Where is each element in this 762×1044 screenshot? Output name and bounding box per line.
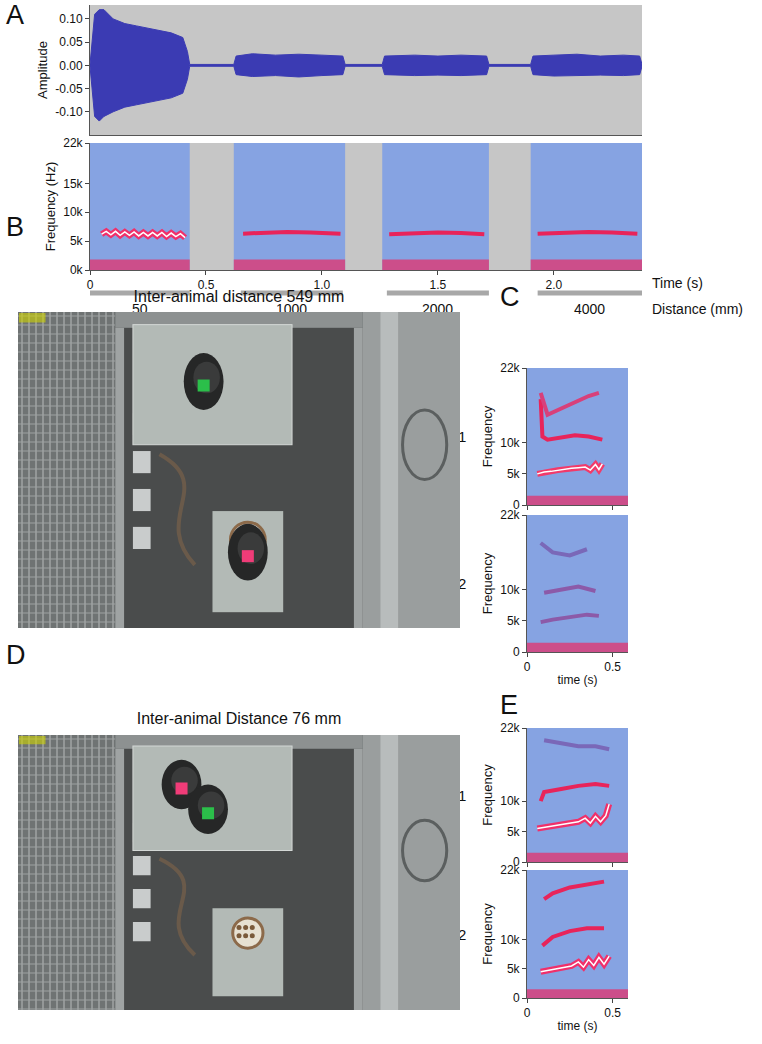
svg-text:5k: 5k	[507, 614, 521, 628]
svg-text:5k: 5k	[507, 962, 521, 976]
svg-text:0: 0	[513, 855, 520, 869]
svg-text:Frequency: Frequency	[480, 903, 495, 965]
svg-text:5k: 5k	[507, 825, 521, 839]
svg-text:15k: 15k	[63, 177, 83, 191]
svg-text:0: 0	[513, 645, 520, 659]
svg-text:-0.10: -0.10	[55, 105, 83, 119]
svg-text:-0.05: -0.05	[55, 82, 83, 96]
svg-text:22k: 22k	[500, 863, 520, 877]
svg-text:0.10: 0.10	[59, 12, 83, 26]
svg-text:22k: 22k	[500, 508, 520, 522]
svg-text:time (s): time (s)	[558, 673, 598, 687]
svg-text:Frequency: Frequency	[480, 552, 495, 614]
svg-text:Frequency: Frequency	[480, 405, 495, 467]
svg-text:10k: 10k	[500, 436, 520, 450]
svg-text:0: 0	[513, 498, 520, 512]
svg-text:Time (s): Time (s)	[652, 275, 703, 291]
svg-text:10k: 10k	[500, 583, 520, 597]
svg-text:4000: 4000	[574, 301, 605, 317]
svg-text:10k: 10k	[63, 205, 83, 219]
svg-text:time (s): time (s)	[558, 1019, 598, 1033]
svg-text:0k: 0k	[70, 263, 84, 277]
svg-text:5k: 5k	[70, 234, 84, 248]
svg-text:1.5: 1.5	[430, 278, 447, 292]
svg-text:0.00: 0.00	[59, 59, 83, 73]
svg-text:0: 0	[524, 660, 531, 674]
svg-text:22k: 22k	[500, 361, 520, 375]
svg-text:Frequency: Frequency	[480, 764, 495, 826]
svg-text:0: 0	[524, 1006, 531, 1020]
svg-text:Amplitude: Amplitude	[35, 41, 50, 99]
svg-text:2.0: 2.0	[546, 278, 563, 292]
svg-text:0.5: 0.5	[604, 1006, 621, 1020]
svg-text:10k: 10k	[500, 933, 520, 947]
svg-text:Frequency (Hz): Frequency (Hz)	[43, 162, 58, 252]
svg-text:0.05: 0.05	[59, 35, 83, 49]
svg-text:0.5: 0.5	[604, 660, 621, 674]
svg-text:0: 0	[87, 278, 94, 292]
svg-text:22k: 22k	[63, 136, 83, 150]
svg-text:10k: 10k	[500, 794, 520, 808]
svg-text:22k: 22k	[500, 721, 520, 735]
svg-text:5k: 5k	[507, 467, 521, 481]
svg-text:0: 0	[513, 991, 520, 1005]
svg-text:Distance (mm): Distance (mm)	[652, 301, 743, 317]
